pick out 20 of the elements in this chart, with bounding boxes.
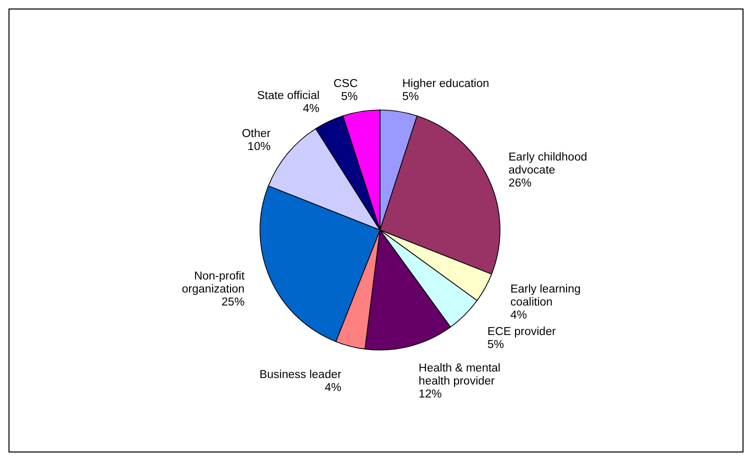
slice-label: Higher education <box>402 78 490 90</box>
slice-label: Business leader <box>259 369 342 382</box>
slice-label: Early learning coalition <box>510 284 581 309</box>
slice-label: CSC <box>334 78 358 90</box>
data-label: 5% <box>341 91 358 104</box>
slice-label: Early childhood advocate <box>508 152 588 177</box>
slice-label: Health & mental health provider <box>418 362 501 388</box>
data-label: 4% <box>510 310 527 322</box>
data-label: 4% <box>302 103 320 116</box>
data-label: 4% <box>324 382 342 394</box>
slice-label: ECE provider <box>487 326 556 338</box>
slice-label: State official <box>257 90 320 102</box>
slice-label: Other <box>242 128 271 140</box>
data-label: 5% <box>402 91 419 104</box>
data-label: 12% <box>418 388 442 401</box>
data-label: 5% <box>487 338 504 351</box>
data-label: 26% <box>508 178 532 190</box>
data-label: 25% <box>222 296 245 309</box>
slice-label: Non-profit organization <box>182 270 246 296</box>
data-label: 10% <box>248 140 271 153</box>
